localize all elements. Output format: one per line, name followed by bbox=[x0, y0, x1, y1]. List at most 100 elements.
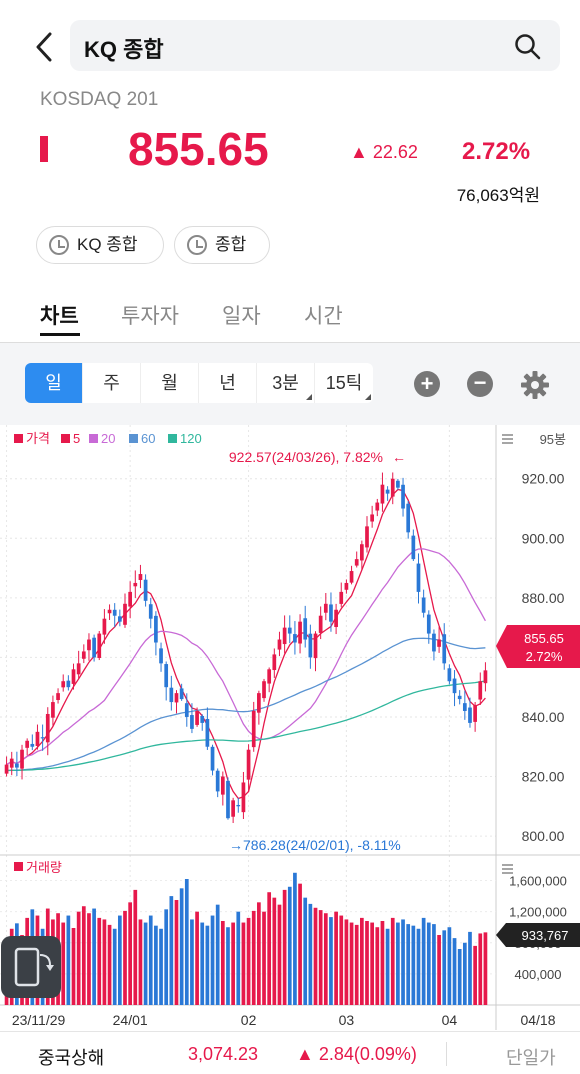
period-day-button[interactable]: 일 bbox=[25, 363, 83, 403]
back-icon[interactable] bbox=[34, 32, 56, 62]
current-price-tag-value: 855.65 bbox=[524, 631, 564, 646]
volume-bar bbox=[354, 924, 359, 1005]
chip-kq-composite[interactable]: KQ 종합 bbox=[36, 226, 164, 264]
ma-line-60 bbox=[6, 637, 486, 772]
volume-bar bbox=[432, 924, 436, 1005]
ma-line-120 bbox=[6, 680, 486, 772]
candle bbox=[354, 551, 359, 568]
search-bar[interactable]: KQ 종합 bbox=[70, 20, 560, 71]
volume-bar bbox=[478, 933, 483, 1005]
candle bbox=[344, 579, 349, 594]
chip-composite[interactable]: 종합 bbox=[174, 226, 270, 264]
candle-body bbox=[329, 604, 333, 622]
candle bbox=[318, 606, 323, 640]
menu-lines-icon[interactable] bbox=[502, 434, 513, 444]
y-tick-label: 800.00 bbox=[522, 828, 565, 844]
candle-body bbox=[282, 627, 287, 645]
candle bbox=[117, 609, 122, 627]
bottom-ticker[interactable]: 중국상해 3,074.23 ▲ 2.84(0.09%) 단일가 bbox=[0, 1031, 580, 1074]
candle bbox=[200, 714, 205, 731]
candle bbox=[468, 697, 472, 728]
candle-body bbox=[318, 615, 323, 633]
candle-body bbox=[226, 780, 230, 819]
period-15tick-button[interactable]: 15틱 bbox=[315, 363, 373, 403]
candle bbox=[432, 629, 436, 661]
volume-legend-swatch bbox=[14, 862, 23, 871]
candle bbox=[401, 477, 405, 517]
zoom-in-icon[interactable]: + bbox=[414, 371, 440, 397]
candle bbox=[473, 701, 477, 732]
single-price-label[interactable]: 단일가 bbox=[506, 1048, 556, 1068]
candle-body bbox=[143, 579, 148, 601]
volume-bar bbox=[447, 927, 452, 1005]
candle-body bbox=[123, 603, 127, 625]
candle bbox=[380, 472, 385, 512]
volume-bar bbox=[421, 917, 426, 1005]
candle bbox=[195, 707, 199, 727]
candle-body bbox=[359, 544, 364, 561]
candle-body bbox=[478, 681, 483, 700]
candle bbox=[365, 516, 369, 553]
divider bbox=[0, 342, 580, 343]
chip-label: KQ 종합 bbox=[77, 235, 138, 254]
candle-body bbox=[164, 664, 169, 688]
volume-bar bbox=[468, 931, 472, 1005]
x-tick-label: 04 bbox=[442, 1012, 458, 1028]
volume-tick-label: 1,200,000 bbox=[509, 905, 567, 920]
volume-bar bbox=[437, 935, 441, 1005]
candle-body bbox=[267, 669, 272, 684]
volume-bar bbox=[334, 911, 338, 1005]
period-15tick-label: 15틱 bbox=[325, 373, 363, 393]
volume-bar bbox=[282, 889, 287, 1005]
volume-bar bbox=[107, 924, 112, 1005]
legend-swatch-price bbox=[14, 434, 23, 443]
candle-body bbox=[61, 681, 66, 688]
volume-menu-icon[interactable] bbox=[502, 864, 513, 874]
candle-body bbox=[468, 707, 472, 723]
candle-body bbox=[184, 703, 189, 717]
search-icon[interactable] bbox=[514, 33, 542, 61]
volume-bar bbox=[411, 925, 416, 1005]
candle bbox=[87, 633, 91, 661]
volume-bar bbox=[483, 932, 488, 1005]
tab-time[interactable]: 시간 bbox=[304, 305, 343, 328]
volume-bar bbox=[241, 922, 246, 1005]
candle bbox=[241, 771, 246, 820]
volume-bar bbox=[112, 928, 117, 1005]
candle bbox=[9, 751, 14, 776]
volume-bar bbox=[76, 911, 81, 1005]
candle bbox=[334, 603, 338, 635]
tab-investor[interactable]: 투자자 bbox=[121, 305, 179, 328]
zoom-out-icon[interactable]: − bbox=[467, 371, 493, 397]
period-week-button[interactable]: 주 bbox=[83, 363, 141, 403]
candle bbox=[462, 690, 467, 720]
tab-chart[interactable]: 차트 bbox=[40, 305, 79, 328]
volume-bar bbox=[179, 888, 184, 1005]
candle bbox=[385, 486, 390, 501]
price-change: ▲ 22.62 bbox=[350, 142, 418, 162]
candle bbox=[107, 604, 112, 620]
period-year-button[interactable]: 년 bbox=[199, 363, 257, 403]
period-month-button[interactable]: 월 bbox=[141, 363, 199, 403]
tab-date[interactable]: 일자 bbox=[222, 305, 261, 328]
candle bbox=[447, 664, 452, 685]
settings-gear-icon[interactable] bbox=[520, 370, 550, 400]
candle bbox=[226, 777, 230, 820]
legend-swatch-ma120 bbox=[168, 434, 177, 443]
volume-bar bbox=[174, 900, 179, 1005]
volume-bar bbox=[359, 917, 364, 1005]
candle bbox=[272, 648, 277, 678]
candle-body bbox=[25, 740, 30, 748]
volume-bar bbox=[66, 915, 71, 1005]
current-price: 855.65 bbox=[128, 123, 269, 175]
candle bbox=[66, 675, 71, 691]
candle-body bbox=[159, 648, 163, 664]
volume-bar bbox=[329, 917, 333, 1005]
candlestick-chart[interactable]: 가격 5 20 60 120 95봉 920.00900.00880.00860… bbox=[0, 425, 580, 1030]
chart-toolbar: 일 주 월 년 3분 15틱 + − bbox=[0, 343, 580, 425]
period-3min-button[interactable]: 3분 bbox=[257, 363, 315, 403]
candle-body bbox=[421, 597, 426, 613]
current-volume-value: 933,767 bbox=[522, 928, 569, 943]
rotate-screen-button[interactable] bbox=[1, 936, 61, 998]
candle-body bbox=[323, 603, 328, 613]
